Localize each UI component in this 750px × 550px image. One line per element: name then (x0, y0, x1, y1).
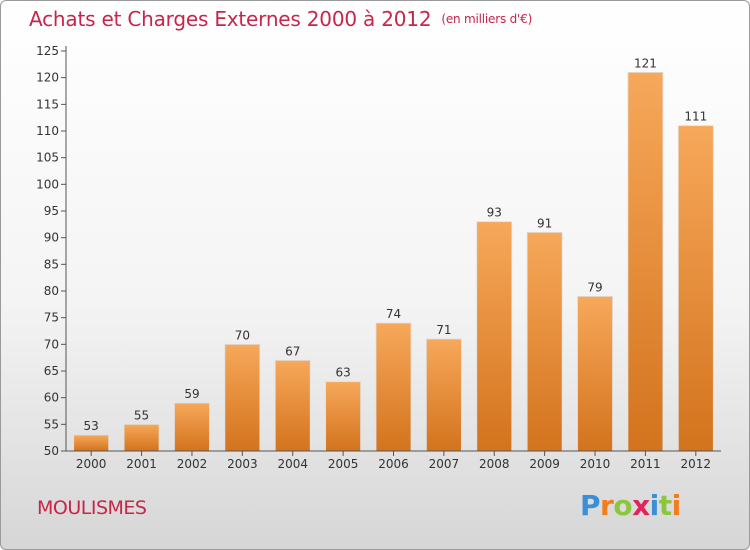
y-tick-label: 70 (44, 337, 59, 351)
x-tick-label: 2008 (479, 457, 510, 471)
chart-title-text: Achats et Charges Externes 2000 à 2012 (29, 7, 432, 31)
bar (123, 423, 160, 452)
x-tick-label: 2001 (126, 457, 157, 471)
logo-letter: P (580, 489, 601, 522)
x-tick-label: 2011 (630, 457, 661, 471)
y-tick-label: 85 (44, 257, 59, 271)
bar (627, 71, 664, 452)
logo-letter: x (632, 489, 650, 522)
bar (577, 295, 613, 452)
logo-letter: i (649, 489, 660, 522)
x-tick-label: 2003 (227, 457, 258, 471)
bar-value-label: 93 (487, 206, 502, 220)
y-tick-label: 90 (44, 231, 59, 245)
x-tick-label: 2007 (429, 457, 460, 471)
y-tick-label: 125 (36, 44, 59, 58)
y-tick-label: 115 (36, 97, 59, 111)
x-tick-label: 2012 (681, 457, 712, 471)
y-tick-label: 110 (36, 124, 59, 138)
bar (224, 343, 261, 452)
bar-value-label: 79 (587, 280, 602, 294)
bar (677, 125, 714, 452)
bar (526, 231, 563, 452)
bars: 53 55 59 70 67 63 74 71 93 91 79 121 111 (73, 56, 714, 452)
y-axis: 50 55 60 65 70 75 80 85 90 95 100 105 110 115 120 125 (36, 44, 67, 458)
bar-value-label: 91 (537, 216, 552, 230)
y-tick-label: 120 (36, 71, 59, 85)
bar (174, 402, 210, 452)
x-axis: 2000 2001 2002 2003 2004 2005 2006 2007 2008 2009… (66, 450, 721, 471)
logo-letter: o (613, 489, 633, 522)
x-tick-label: 2000 (76, 457, 107, 471)
logo-letter: r (600, 489, 614, 522)
y-tick-label: 80 (44, 284, 59, 298)
bar-value-label: 70 (235, 328, 250, 342)
logo-letter: i (671, 489, 682, 522)
bar (425, 338, 462, 452)
x-tick-label: 2005 (328, 457, 359, 471)
x-tick-label: 2010 (580, 457, 611, 471)
bar (325, 381, 362, 452)
bar-value-label: 59 (184, 387, 199, 401)
chart-unit: (en milliers d'€) (441, 12, 533, 26)
y-tick-label: 65 (44, 364, 59, 378)
bar-value-label: 74 (386, 307, 401, 321)
x-tick-label: 2006 (378, 457, 409, 471)
bar-value-label: 63 (335, 366, 350, 380)
x-tick-label: 2004 (277, 457, 308, 471)
bar-value-label: 55 (134, 408, 149, 422)
y-tick-label: 105 (36, 151, 59, 165)
y-tick-label: 100 (36, 177, 59, 191)
y-tick-label: 60 (44, 391, 59, 405)
bar-value-label: 121 (634, 56, 657, 70)
bar (73, 434, 110, 452)
bar (375, 322, 412, 452)
bar-value-label: 67 (285, 344, 300, 358)
y-tick-label: 95 (44, 204, 59, 218)
bar (274, 359, 311, 452)
bar (476, 221, 513, 452)
bar-value-label: 111 (684, 110, 707, 124)
bar-value-label: 71 (436, 323, 451, 337)
commune-name: MOULISMES (37, 497, 147, 519)
x-tick-label: 2002 (177, 457, 208, 471)
y-tick-label: 50 (44, 444, 59, 458)
bar-value-label: 53 (84, 419, 99, 433)
chart-title: Achats et Charges Externes 2000 à 2012 (e… (29, 7, 532, 31)
proxiti-logo: Proxiti (580, 489, 681, 522)
logo-letter: t (658, 489, 672, 522)
y-tick-label: 75 (44, 311, 59, 325)
x-tick-label: 2009 (529, 457, 560, 471)
y-tick-label: 55 (44, 417, 59, 431)
